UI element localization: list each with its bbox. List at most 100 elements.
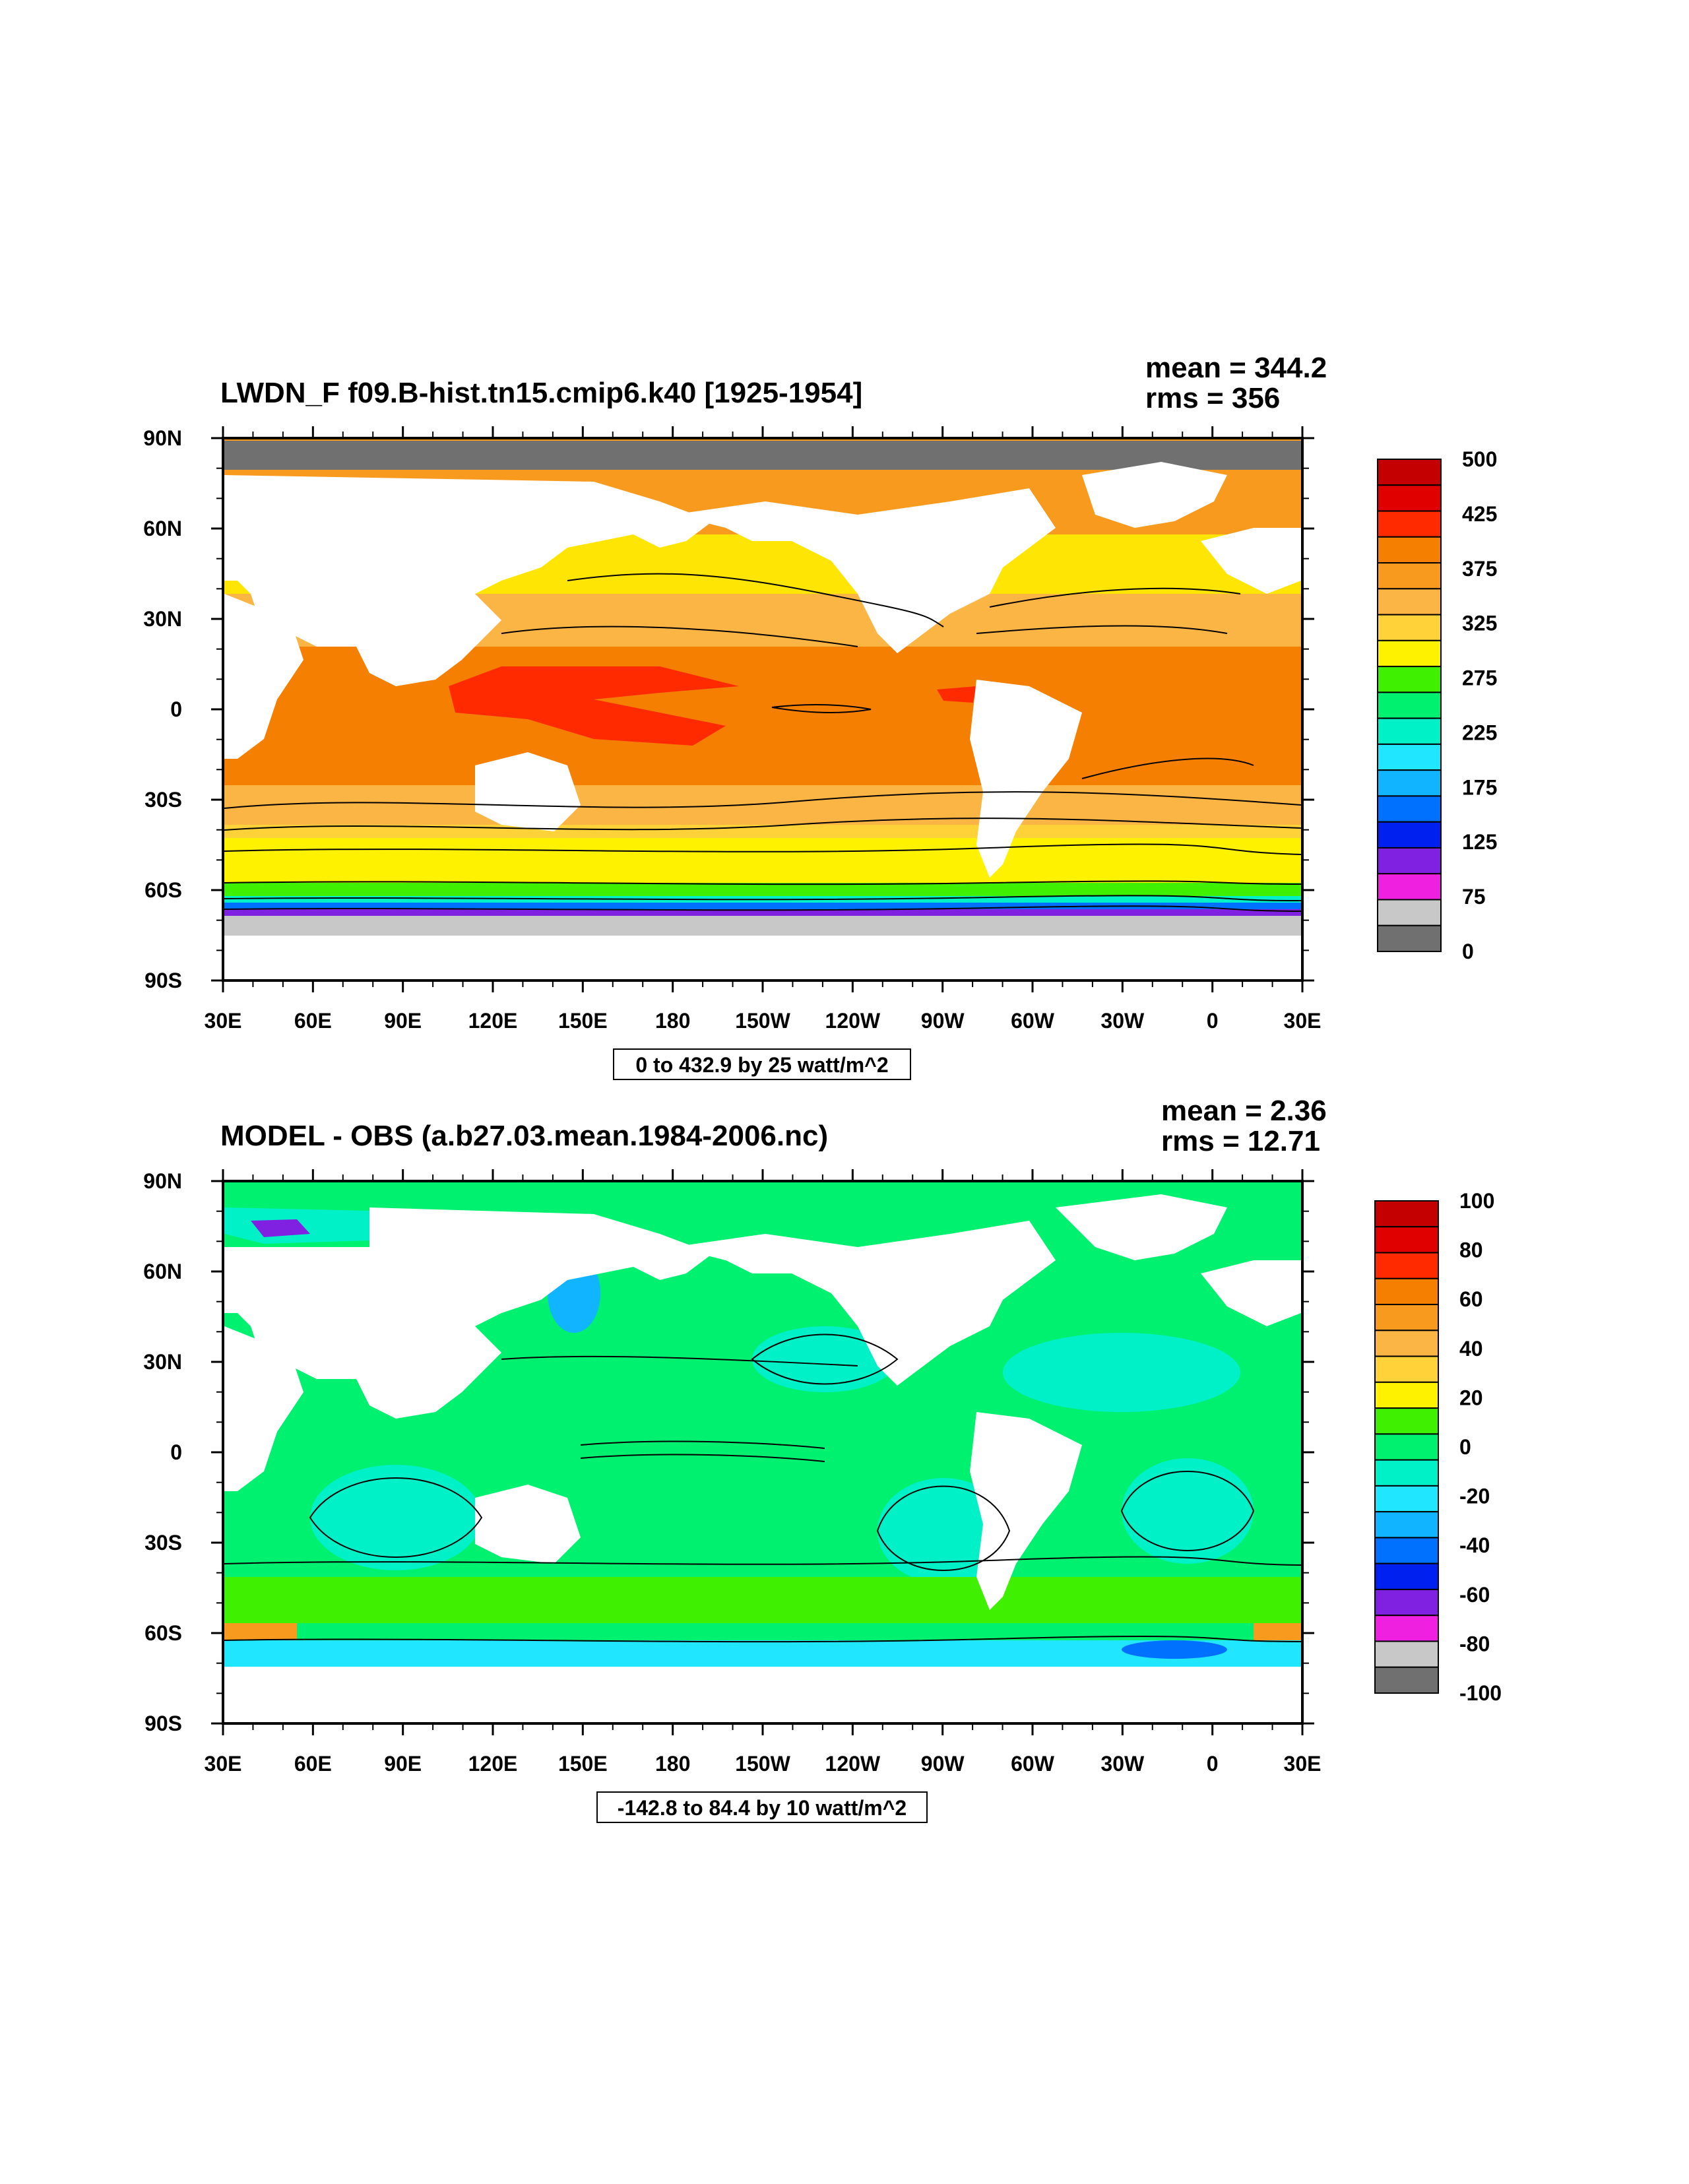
panel-2-info-label: -142.8 to 84.4 by 10 watt/m^2 (618, 1796, 907, 1820)
y-tick-label: 90S (144, 969, 182, 992)
colorbar-label: 125 (1462, 830, 1497, 854)
colorbar-swatch (1374, 1666, 1439, 1694)
panel-2-title: MODEL - OBS (a.b27.03.mean.1984-2006.nc) (220, 1120, 828, 1152)
colorbar-swatch (1374, 1407, 1439, 1435)
x-tick-label: 0 (1207, 1009, 1219, 1033)
x-tick-label: 90W (921, 1009, 965, 1033)
colorbar-swatch (1377, 847, 1442, 875)
land-europe (1201, 1260, 1301, 1326)
land-australia (475, 752, 581, 831)
panel-2-x-tick-labels: 30E 60E 90E 120E 150E 180 150W 120W 90W 60W 30W 0 30… (205, 1752, 1322, 1776)
x-tick-label: 120E (468, 1009, 518, 1033)
land-north-america (673, 488, 1056, 653)
colorbar-swatch (1377, 899, 1442, 926)
colorbar-swatch (1377, 639, 1442, 668)
y-tick-label: 30N (143, 607, 182, 631)
colorbar-swatch (1377, 588, 1442, 616)
panel-2-colorbar (1374, 1200, 1439, 1694)
colorbar-label: 225 (1462, 721, 1497, 744)
colorbar-label: -60 (1459, 1583, 1490, 1607)
y-tick-label: 0 (170, 697, 182, 721)
colorbar-label: 75 (1462, 885, 1486, 909)
southern-orange-band (224, 1623, 297, 1640)
arctic-purple (251, 1219, 310, 1237)
south-band-blue (224, 903, 1301, 909)
panel-2-mean: mean = 2.36 (1161, 1095, 1327, 1127)
panel-1-title: LWDN_F f09.B-hist.tn15.cmip6.k40 [1925-1… (220, 377, 862, 409)
x-tick-label: 0 (1207, 1752, 1219, 1776)
colorbar-swatch (1377, 924, 1442, 952)
contours (224, 573, 1302, 912)
panel-2-colorbar-labels: 100 80 60 40 20 0 -20 -40 -60 -80 -100 (1459, 1189, 1502, 1705)
panel-1: LWDN_F f09.B-hist.tn15.cmip6.k40 [1925-1… (143, 352, 1497, 1080)
north-atlantic-negative (1003, 1333, 1240, 1412)
colorbar-swatch (1377, 795, 1442, 823)
antarctic-cyan (224, 1640, 1301, 1667)
colorbar-label: 0 (1462, 940, 1474, 963)
x-tick-label: 60E (294, 1752, 332, 1776)
southern-orange-band-east (1254, 1623, 1301, 1640)
colorbar-swatch (1374, 1433, 1439, 1461)
colorbar-label: -40 (1459, 1533, 1490, 1557)
land-africa (224, 594, 303, 759)
colorbar-swatch (1377, 536, 1442, 564)
land-eurasia (224, 475, 713, 686)
north-pacific-negative (752, 1326, 897, 1392)
colorbar-label: 40 (1459, 1337, 1483, 1361)
panel-2-info-box (596, 1791, 928, 1823)
panel-2-map (223, 1181, 1302, 1723)
colorbar-label: -100 (1459, 1681, 1502, 1705)
colorbar-swatch (1377, 666, 1442, 693)
warm-pool (449, 666, 739, 746)
x-tick-label: 30E (1284, 1752, 1322, 1776)
colorbar-swatch (1377, 510, 1442, 538)
panel-2: MODEL - OBS (a.b27.03.mean.1984-2006.nc)… (143, 1095, 1502, 1823)
land-eurasia (224, 1207, 713, 1419)
colorbar-swatch (1374, 1511, 1439, 1539)
colorbar-swatch (1374, 1304, 1439, 1332)
colorbar-swatch (1374, 1615, 1439, 1642)
y-tick-label: 60N (143, 517, 182, 540)
x-tick-label: 60E (294, 1009, 332, 1033)
colorbar-label: 500 (1462, 447, 1497, 471)
colorbar-swatch (1377, 743, 1442, 771)
colorbar-swatch (1374, 1355, 1439, 1383)
x-tick-label: 180 (655, 1009, 690, 1033)
colorbar-swatch (1377, 769, 1442, 797)
south-pacific-negative (877, 1478, 1009, 1584)
panel-1-rms: rms = 356 (1145, 382, 1280, 414)
y-tick-label: 0 (170, 1440, 182, 1464)
x-tick-label: 30E (205, 1752, 242, 1776)
colorbar-swatch (1374, 1226, 1439, 1254)
colorbar-swatch (1377, 484, 1442, 512)
south-band-lightorange (224, 785, 1301, 825)
colorbar-swatch (1374, 1200, 1439, 1228)
land-south-america (970, 680, 1082, 878)
x-tick-label: 150E (558, 1752, 608, 1776)
panel-1-info-label: 0 to 432.9 by 25 watt/m^2 (635, 1053, 888, 1077)
panel-1-map (223, 438, 1302, 980)
colorbar-swatch (1374, 1537, 1439, 1564)
x-tick-label: 150W (735, 1009, 790, 1033)
land-north-america (673, 1221, 1056, 1386)
panel-1-x-tick-labels: 30E 60E 90E 120E 150E 180 150W 120W 90W 60W 30W 0 30… (205, 1009, 1322, 1033)
colorbar-label: 425 (1462, 502, 1497, 526)
indian-negative (310, 1465, 482, 1570)
panel-2-ticks (211, 1169, 1314, 1735)
x-tick-label: 150E (558, 1009, 608, 1033)
colorbar-label: -20 (1459, 1485, 1490, 1508)
x-tick-label: 120W (825, 1009, 881, 1033)
panel-1-mean: mean = 344.2 (1145, 352, 1327, 384)
panel-1-ticks (211, 426, 1314, 992)
colorbar-label: 375 (1462, 557, 1497, 581)
panel-1-info-box (613, 1048, 911, 1080)
land-greenland (1056, 1194, 1227, 1260)
south-band-green (224, 883, 1301, 896)
land-greenland (1082, 462, 1227, 528)
colorbar-swatch (1377, 562, 1442, 590)
panel-1-y-tick-labels: 90N 60N 30N 0 30S 60S 90S (143, 426, 182, 992)
colorbar-swatch (1374, 1330, 1439, 1357)
colorbar-swatch (1374, 1485, 1439, 1513)
east-pacific-warm (937, 686, 976, 703)
